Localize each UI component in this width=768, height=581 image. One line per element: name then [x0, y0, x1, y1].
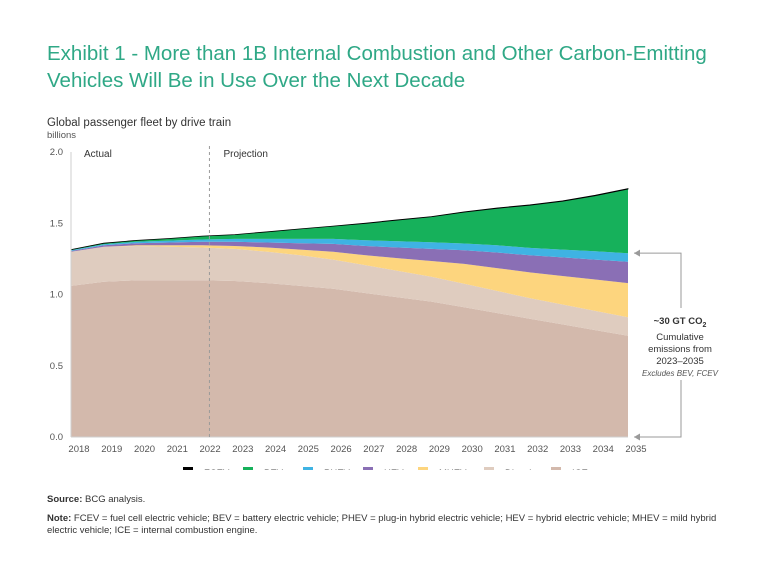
bracket-lower [634, 380, 682, 438]
legend-swatch-bev [243, 467, 253, 470]
x-tick-label: 2019 [101, 444, 122, 455]
y-tick-label: 1.0 [50, 290, 63, 301]
legend-label-phev: PHEV [324, 468, 351, 470]
area-ice [71, 280, 628, 437]
x-tick-label: 2023 [232, 444, 253, 455]
page-title: Exhibit 1 - More than 1B Internal Combus… [47, 42, 707, 92]
x-tick-label: 2034 [593, 444, 614, 455]
legend-swatch-hev [363, 467, 373, 470]
area-phev [71, 238, 628, 262]
legend-label-diesel: Diesel [505, 468, 531, 470]
annotation-subscript: 2 [702, 321, 707, 329]
emissions-bracket [634, 249, 682, 441]
x-tick-label: 2026 [331, 444, 352, 455]
legend-swatch-phev [303, 467, 313, 470]
x-tick-label: 2025 [298, 444, 319, 455]
x-tick-label: 2021 [167, 444, 188, 455]
x-tick-label: 2020 [134, 444, 155, 455]
legend-swatch-mhev [418, 467, 428, 470]
legend-swatch-fcev [183, 467, 193, 470]
x-tick-label: 2027 [363, 444, 384, 455]
source-text: BCG analysis. [85, 494, 146, 505]
area-diesel [71, 246, 628, 336]
area-bev [71, 189, 628, 254]
y-tick-label: 2.0 [50, 147, 63, 158]
y-tick-label: 1.5 [50, 218, 63, 229]
x-tick-label: 2028 [396, 444, 417, 455]
bracket-upper [634, 252, 682, 308]
x-tick-label: 2030 [462, 444, 483, 455]
area-mhev [71, 245, 628, 318]
area-fcev [70, 188, 629, 250]
note-text: FCEV = fuel cell electric vehicle; BEV =… [47, 513, 717, 536]
note-line: Note: FCEV = fuel cell electric vehicle;… [47, 513, 737, 537]
legend-swatch-ice [551, 467, 561, 470]
x-tick-label: 2024 [265, 444, 286, 455]
y-tick-label: 0.0 [50, 432, 63, 443]
legend-label-bev: BEV [264, 468, 284, 470]
region-label-projection: Projection [223, 149, 267, 160]
x-tick-label: 2031 [494, 444, 515, 455]
annotation-headline: ~30 GT CO [653, 316, 703, 327]
legend-label-ice: ICE [572, 468, 588, 470]
annotation-line-1: Cumulative [656, 331, 704, 343]
bracket-arrow-bottom [634, 433, 640, 441]
chart-title: Global passenger fleet by drive train [47, 117, 232, 129]
x-tick-label: 2033 [560, 444, 581, 455]
legend-swatch-diesel [484, 467, 494, 470]
annotation-footnote: Excludes BEV, FCEV [642, 368, 718, 378]
note-label: Note: [47, 513, 72, 524]
annotation-line-3: 2023–2035 [656, 355, 704, 367]
area-hev [71, 241, 628, 284]
x-tick-label: 2022 [199, 444, 220, 455]
y-axis-unit: billions [47, 130, 77, 141]
x-tick-label: 2032 [527, 444, 548, 455]
legend-label-fcev: FCEV [204, 468, 230, 470]
area-chart: 0.0 0.5 1.0 1.5 2.0 2018 2019 2020 2021 2022 2023 2… [50, 146, 682, 470]
region-label-actual: Actual [84, 149, 112, 160]
stacked-areas [70, 188, 629, 437]
legend: FCEV BEV PHEV HEV MHEV Diesel ICE [183, 467, 588, 470]
x-tick-label: 2029 [429, 444, 450, 455]
y-tick-label: 0.5 [50, 361, 63, 372]
source-label: Source: [47, 494, 83, 505]
emissions-annotation: ~30 GT CO2 Cumulative emissions from 202… [636, 316, 724, 380]
bracket-arrow-top [634, 249, 640, 257]
source-line: Source: BCG analysis. [47, 494, 145, 505]
axes: 0.0 0.5 1.0 1.5 2.0 2018 2019 2020 2021 2022 2023 2… [50, 146, 647, 455]
legend-label-mhev: MHEV [439, 468, 467, 470]
legend-label-hev: HEV [384, 468, 404, 470]
x-tick-label: 2018 [68, 444, 89, 455]
x-tick-label: 2035 [625, 444, 646, 455]
annotation-line-2: emissions from [648, 343, 712, 355]
